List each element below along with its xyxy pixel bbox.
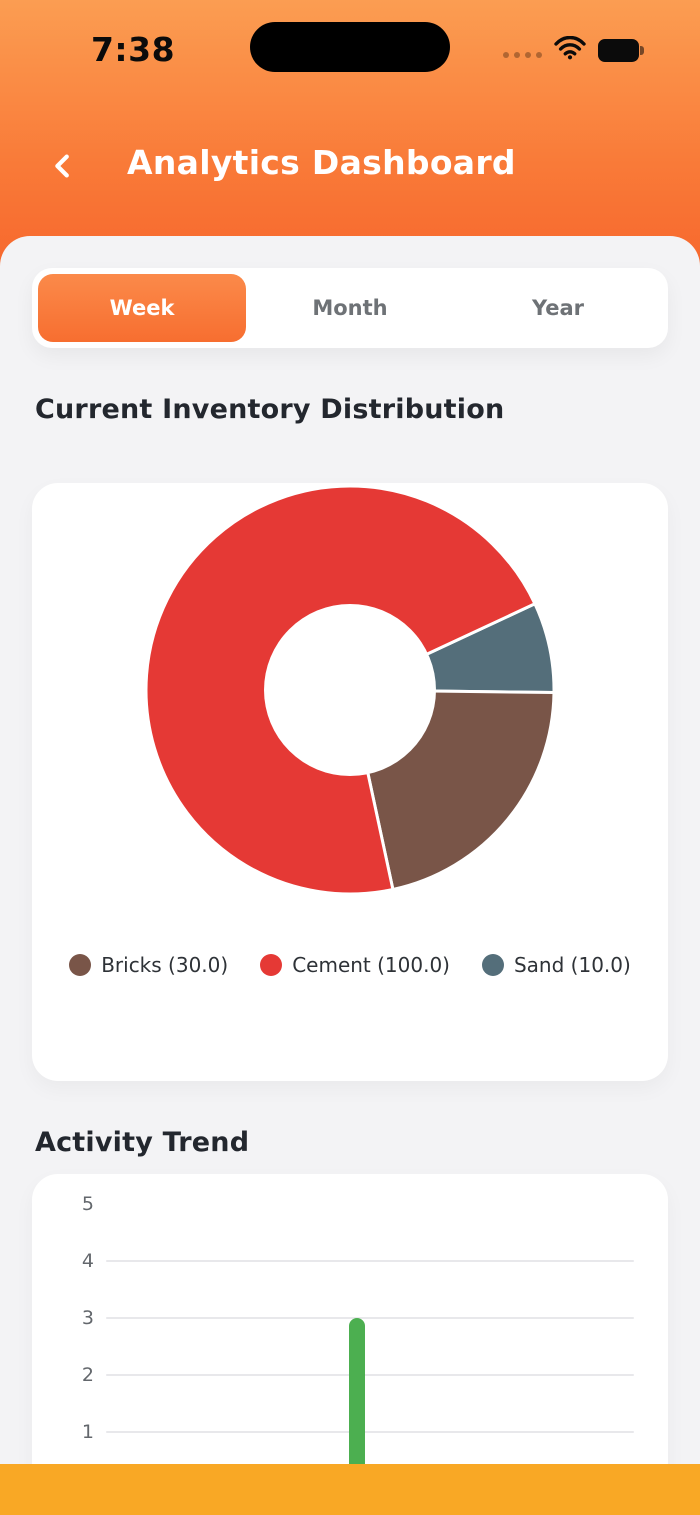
legend-item-sand: Sand (10.0) xyxy=(481,953,631,977)
legend-label-cement: Cement (100.0) xyxy=(292,953,450,977)
tab-year[interactable]: Year xyxy=(531,296,585,320)
legend-dot-bricks xyxy=(69,954,92,976)
page-title: Analytics Dashboard xyxy=(127,143,516,182)
donut-legend: Bricks (30.0) Cement (100.0) Sand (10.0) xyxy=(32,953,668,977)
status-icons xyxy=(503,32,644,68)
legend-label-bricks: Bricks (30.0) xyxy=(101,953,229,977)
nav-bar: Analytics Dashboard xyxy=(0,138,700,198)
gridline xyxy=(106,1260,634,1262)
activity-chart-card: 543210 xyxy=(32,1174,668,1515)
back-button[interactable] xyxy=(40,144,86,190)
inventory-chart-card: Bricks (30.0) Cement (100.0) Sand (10.0) xyxy=(32,483,668,1081)
battery-icon xyxy=(598,38,644,62)
tab-week[interactable]: Week xyxy=(38,274,246,342)
chevron-left-icon xyxy=(48,149,78,186)
tab-month[interactable]: Month xyxy=(312,296,388,320)
activity-bar xyxy=(348,1318,365,1489)
y-axis-label: 4 xyxy=(81,1250,94,1272)
y-axis-label: 2 xyxy=(81,1364,94,1386)
legend-dot-cement xyxy=(260,954,283,976)
inventory-section-title: Current Inventory Distribution xyxy=(35,394,505,425)
gridline xyxy=(106,1374,634,1376)
y-axis-label: 1 xyxy=(81,1421,94,1443)
activity-section-title: Activity Trend xyxy=(35,1127,250,1158)
content-sheet: Week Month Year Current Inventory Distri… xyxy=(0,236,700,1515)
wifi-icon xyxy=(554,35,586,64)
legend-dot-sand xyxy=(481,954,504,976)
bottom-bar xyxy=(0,1464,700,1515)
dynamic-island xyxy=(250,22,450,72)
period-tabs: Week Month Year xyxy=(32,268,668,348)
activity-bar-chart: 543210 xyxy=(82,1193,634,1500)
status-time: 7:38 xyxy=(90,30,176,69)
legend-item-bricks: Bricks (30.0) xyxy=(69,953,228,977)
gridline xyxy=(106,1431,634,1433)
cellular-signal-icon xyxy=(503,52,542,58)
legend-item-cement: Cement (100.0) xyxy=(260,953,450,977)
inventory-donut-chart xyxy=(144,484,556,896)
y-axis-label: 3 xyxy=(81,1307,94,1329)
gridline xyxy=(106,1317,634,1319)
y-axis-label: 5 xyxy=(81,1193,94,1215)
status-bar: 7:38 xyxy=(0,0,700,100)
legend-label-sand: Sand (10.0) xyxy=(513,953,631,977)
